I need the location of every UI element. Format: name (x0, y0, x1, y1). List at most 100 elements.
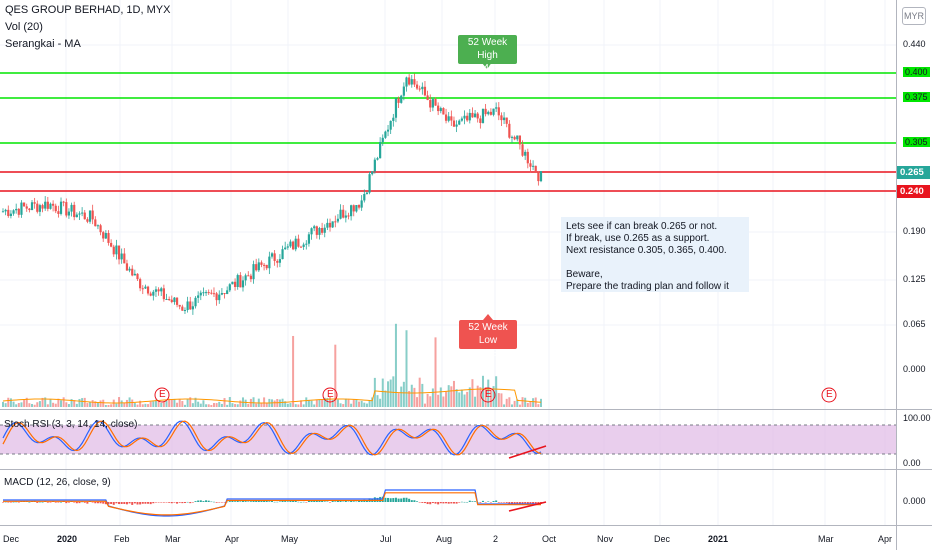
volume-bar (49, 399, 52, 407)
candle-body (262, 264, 266, 266)
price-tick: 0.375 (903, 92, 930, 102)
candle-body (65, 202, 68, 216)
volume-bar (104, 404, 107, 407)
macd-divergence-trendline[interactable] (508, 501, 547, 512)
volume-bar (434, 337, 437, 407)
candle-body (344, 215, 347, 218)
macd-histogram-bar (223, 502, 226, 503)
volume-bar (305, 397, 308, 407)
volume-bar (44, 397, 47, 407)
volume-bar (234, 404, 237, 407)
stoch-divergence-trendline[interactable] (508, 445, 547, 459)
candle-body (415, 84, 419, 89)
low-callout[interactable]: 52 Week Low 0.08 (459, 320, 517, 359)
volume-bar (252, 397, 255, 407)
macd-histogram-bar (524, 502, 527, 504)
candle-body (397, 98, 400, 103)
candle-body (355, 205, 358, 212)
volume-bar (255, 403, 258, 407)
earnings-e-icon[interactable]: E (485, 389, 492, 400)
volume-bar (23, 399, 26, 407)
volume-bar (154, 399, 157, 407)
candle-body (347, 215, 350, 217)
price-candles[interactable] (1, 73, 543, 315)
stoch-rsi-label[interactable]: Stoch RSI (3, 3, 14, 14, close) (4, 419, 138, 430)
candle-body (537, 172, 540, 182)
volume-bar (123, 402, 126, 407)
macd-histogram-bar (273, 501, 276, 503)
macd-histogram-bar (123, 502, 126, 504)
candle-body (328, 222, 332, 228)
volume-bar (41, 397, 44, 407)
macd-histogram-bar (315, 500, 318, 502)
volume-bar (96, 402, 99, 407)
volume-bar (99, 400, 102, 407)
ma-indicator-label[interactable]: Serangkai - MA (5, 38, 81, 50)
volume-bar (89, 402, 92, 407)
macd-histogram-bar (310, 500, 313, 502)
volume-bar (289, 403, 292, 407)
high-callout[interactable]: 52 Week High 0.405 (458, 35, 517, 74)
volume-bar (218, 401, 221, 407)
candle-body (360, 200, 363, 208)
candle-body (518, 135, 522, 145)
earnings-e-icon[interactable]: E (327, 389, 334, 400)
current-price-label[interactable]: 0.265 (897, 166, 930, 179)
candle-body (418, 88, 421, 90)
stoch-d-line (2, 420, 542, 456)
macd-histogram-bar (421, 502, 424, 503)
support-price-label[interactable]: 0.240 (897, 185, 930, 198)
candle-body (133, 273, 136, 276)
macd-histogram-bar (286, 501, 289, 502)
volume-bar (365, 403, 368, 407)
volume-bar (358, 401, 361, 407)
macd-histogram-bar (152, 502, 155, 504)
macd-histogram-bar (460, 501, 463, 503)
volume-bar (413, 387, 416, 407)
currency-button[interactable]: MYR (902, 7, 926, 25)
candle-body (365, 192, 369, 194)
candle-body (508, 123, 511, 138)
macd-histogram-bar (118, 502, 121, 505)
candle-body (350, 205, 353, 217)
volume-bar (183, 404, 186, 407)
candle-body (197, 295, 200, 298)
macd-histogram-bar (199, 500, 202, 502)
macd-histogram-bar (94, 502, 97, 504)
candle-body (326, 222, 329, 228)
time-tick: Apr (878, 534, 893, 544)
volume-bar (2, 401, 4, 407)
high-callout-title: 52 Week High (467, 37, 508, 61)
macd-label[interactable]: MACD (12, 26, close, 9) (4, 477, 111, 488)
earnings-e-icon[interactable]: E (826, 389, 833, 400)
candle-body (162, 288, 165, 300)
candle-body (452, 120, 456, 127)
macd-histogram-bar (136, 502, 139, 505)
candle-body (413, 79, 416, 85)
macd-histogram-bar (402, 497, 405, 502)
macd-histogram-bar (212, 501, 215, 503)
trading-note[interactable]: Lets see if can break 0.265 or not. If b… (561, 217, 749, 292)
candle-body (57, 211, 60, 214)
macd-histogram-bar (468, 500, 471, 502)
candle-body (373, 159, 376, 172)
volume-bar (170, 399, 173, 407)
candle-body (36, 203, 39, 212)
volume-bar (297, 404, 300, 407)
volume-indicator-label[interactable]: Vol (20) (5, 21, 43, 33)
volume-bar (302, 404, 305, 407)
symbol-title[interactable]: QES GROUP BERHAD, 1D, MYX (5, 4, 171, 16)
volume-bar (439, 387, 442, 407)
earnings-markers[interactable] (154, 387, 837, 403)
volume-bar (310, 400, 313, 407)
volume-bar (162, 401, 165, 407)
candle-body (149, 293, 152, 296)
candle-body (302, 244, 305, 247)
volume-bar (12, 401, 15, 407)
earnings-e-icon[interactable]: E (159, 389, 166, 400)
macd-histogram-bar (276, 501, 279, 503)
macd-histogram-bar (297, 501, 300, 503)
volume-bar (442, 396, 445, 407)
candle-body (437, 105, 440, 112)
